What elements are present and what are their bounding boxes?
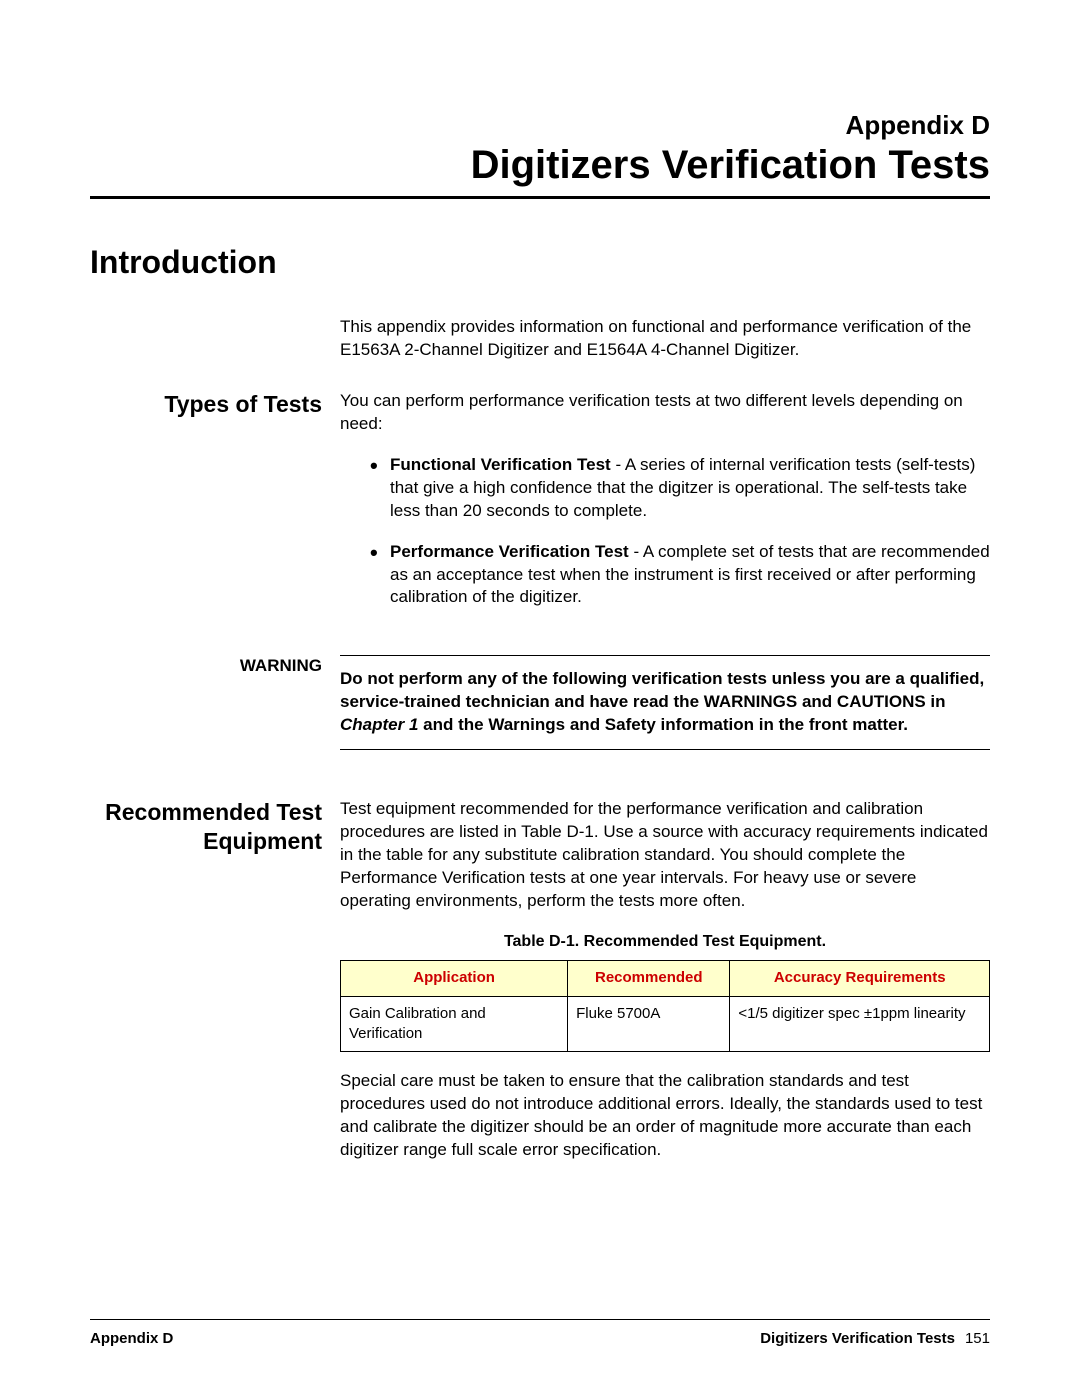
- introduction-heading: Introduction: [90, 244, 990, 281]
- table-cell: Fluke 5700A: [568, 996, 730, 1052]
- header-block: Appendix D Digitizers Verification Tests: [90, 110, 990, 199]
- types-of-tests-heading-cell: Types of Tests: [90, 390, 340, 628]
- types-of-tests-body: You can perform performance verification…: [340, 390, 990, 628]
- warning-text-before: Do not perform any of the following veri…: [340, 669, 984, 711]
- types-of-tests-heading: Types of Tests: [164, 391, 322, 417]
- document-title: Digitizers Verification Tests: [90, 143, 990, 188]
- table-cell: Gain Calibration and Verification: [341, 996, 568, 1052]
- recommended-equipment-heading-cell: Recommended Test Equipment: [90, 798, 340, 1162]
- appendix-label: Appendix D: [90, 110, 990, 141]
- page-footer: Appendix D Digitizers Verification Tests…: [90, 1319, 990, 1347]
- tests-bullet-list: Functional Verification Test - A series …: [340, 454, 990, 610]
- recommended-equipment-heading: Recommended Test Equipment: [105, 799, 322, 854]
- intro-row: This appendix provides information on fu…: [90, 316, 990, 362]
- footer-page-number: 151: [965, 1330, 990, 1347]
- recommended-equipment-body: Test equipment recommended for the perfo…: [340, 798, 990, 1162]
- types-of-tests-row: Types of Tests You can perform performan…: [90, 390, 990, 628]
- page: Appendix D Digitizers Verification Tests…: [0, 0, 1080, 1397]
- table-row: Gain Calibration and Verification Fluke …: [341, 996, 990, 1052]
- footer-left: Appendix D: [90, 1330, 173, 1347]
- warning-box: Do not perform any of the following veri…: [340, 655, 990, 750]
- recommended-equipment-followup: Special care must be taken to ensure tha…: [340, 1070, 990, 1162]
- recommended-equipment-paragraph: Test equipment recommended for the perfo…: [340, 798, 990, 913]
- warning-text-after: and the Warnings and Safety information …: [418, 715, 908, 734]
- table-header-cell: Application: [341, 961, 568, 996]
- warning-chapter-ref: Chapter 1: [340, 715, 418, 734]
- table-caption: Table D-1. Recommended Test Equipment.: [340, 931, 990, 953]
- bullet-item: Functional Verification Test - A series …: [340, 454, 990, 523]
- table-cell: <1/5 digitizer spec ±1ppm linearity: [730, 996, 990, 1052]
- warning-label-cell: WARNING: [90, 655, 340, 750]
- recommended-equipment-row: Recommended Test Equipment Test equipmen…: [90, 798, 990, 1162]
- intro-left-col: [90, 316, 340, 362]
- bullet-label: Performance Verification Test: [390, 542, 629, 561]
- bullet-label: Functional Verification Test: [390, 455, 611, 474]
- bullet-item: Performance Verification Test - A comple…: [340, 541, 990, 610]
- warning-body-cell: Do not perform any of the following veri…: [340, 655, 990, 750]
- types-of-tests-intro: You can perform performance verification…: [340, 390, 990, 436]
- table-header-row: Application Recommended Accuracy Require…: [341, 961, 990, 996]
- table-header-cell: Accuracy Requirements: [730, 961, 990, 996]
- equipment-table: Application Recommended Accuracy Require…: [340, 960, 990, 1052]
- footer-right: Digitizers Verification Tests 151: [760, 1330, 990, 1347]
- intro-paragraph: This appendix provides information on fu…: [340, 316, 990, 362]
- footer-right-title: Digitizers Verification Tests: [760, 1330, 955, 1347]
- warning-row: WARNING Do not perform any of the follow…: [90, 655, 990, 750]
- warning-label: WARNING: [240, 656, 322, 675]
- table-header-cell: Recommended: [568, 961, 730, 996]
